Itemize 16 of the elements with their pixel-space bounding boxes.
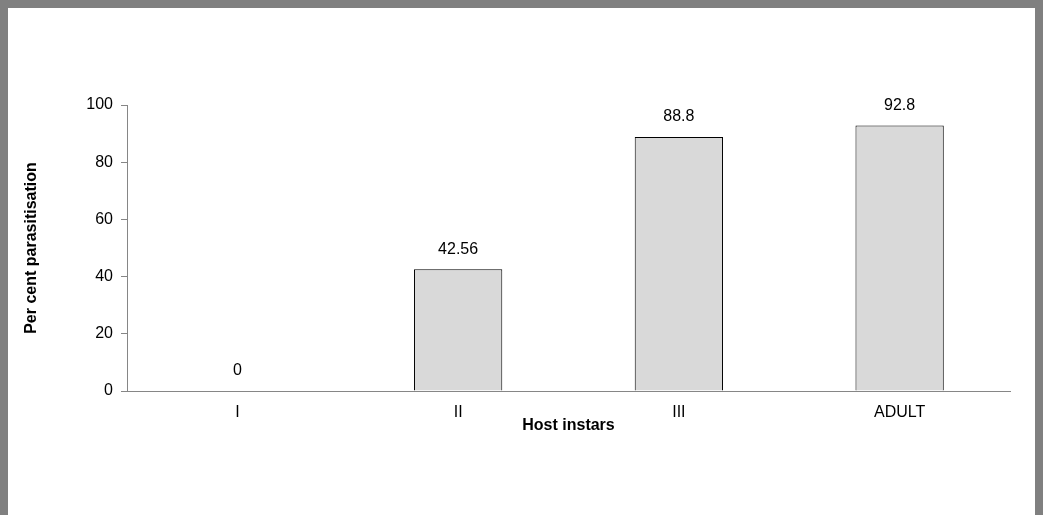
y-tick-label: 60 (95, 209, 114, 227)
x-tick-label: I (235, 403, 240, 421)
x-tick-label: ADULT (873, 403, 926, 421)
data-label: 0 (232, 361, 242, 379)
x-tick-label: III (672, 403, 686, 421)
data-label: 92.8 (884, 96, 916, 113)
y-tick-label: 40 (95, 267, 114, 285)
y-tick-label: 0 (104, 381, 114, 399)
x-tick-label: II (453, 403, 463, 421)
y-tick-label: 100 (86, 95, 114, 113)
y-tick-label: 20 (95, 324, 114, 342)
y-tick-label: 80 (95, 152, 114, 170)
y-axis-title: Per cent parasitisation (22, 162, 40, 334)
x-axis-title: Host instars (522, 415, 615, 433)
data-label: 88.8 (663, 107, 695, 125)
data-label: 42.56 (438, 239, 479, 257)
